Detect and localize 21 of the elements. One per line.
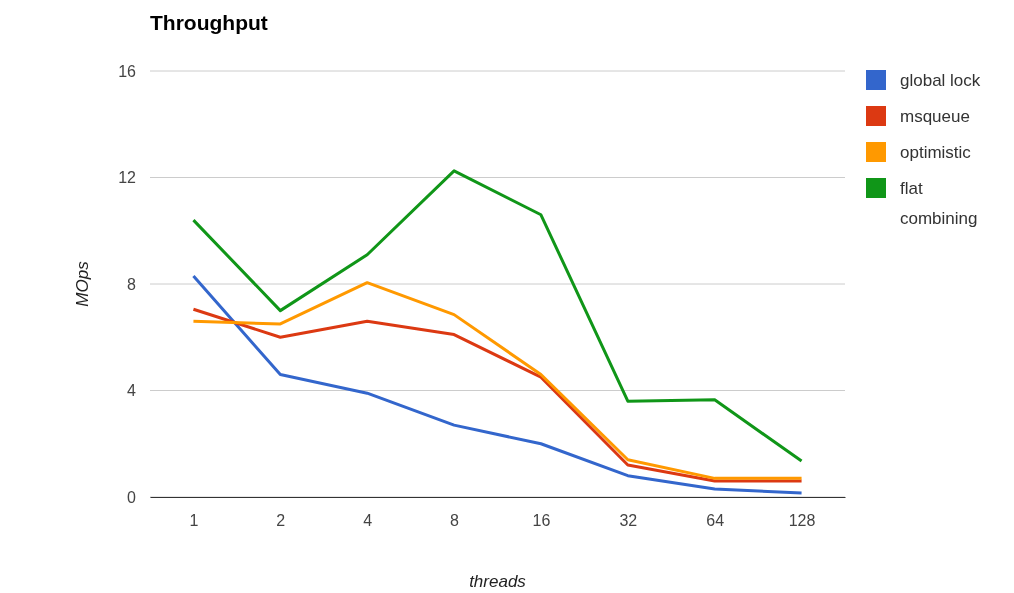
y-tick-label: 16	[118, 62, 137, 80]
x-tick-label: 2	[276, 512, 286, 530]
legend-label: flat combining	[900, 179, 978, 228]
y-tick-label: 4	[127, 382, 137, 400]
x-tick-label: 64	[706, 512, 725, 530]
x-tick-label: 8	[450, 512, 460, 530]
legend-label: msqueue	[900, 107, 970, 126]
x-tick-label: 4	[363, 512, 373, 530]
y-axis-title: MOps	[73, 260, 92, 307]
line-series	[191, 169, 804, 463]
y-tick-label: 8	[127, 275, 137, 293]
x-tick-label: 16	[532, 512, 551, 530]
legend-label: optimistic	[900, 143, 972, 162]
x-axis-title: threads	[469, 572, 527, 591]
y-tick-label: 0	[127, 488, 137, 506]
chart-title: Throughput	[150, 11, 268, 34]
y-tick-label: 12	[118, 169, 137, 187]
x-tick-label: 32	[619, 512, 638, 530]
x-tick-label: 128	[788, 512, 816, 530]
x-tick-label: 1	[189, 512, 199, 530]
legend-label: global lock	[900, 71, 981, 90]
